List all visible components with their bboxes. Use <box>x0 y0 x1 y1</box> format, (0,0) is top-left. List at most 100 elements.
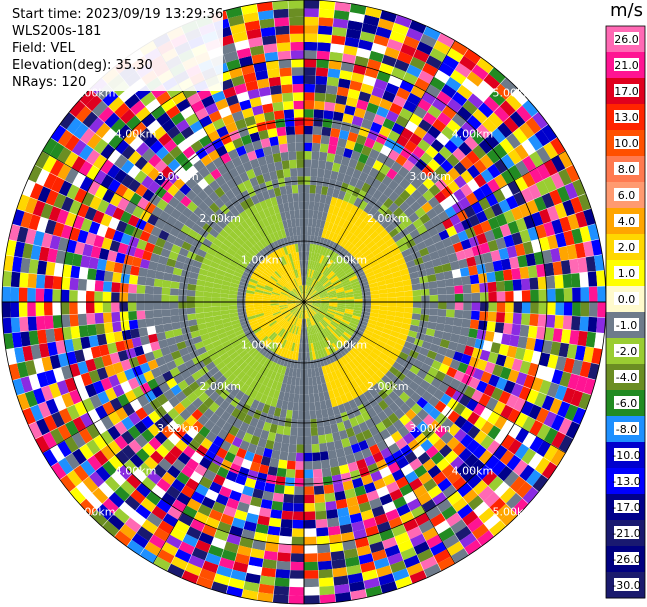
velocity-gate <box>274 577 290 587</box>
velocity-gate <box>445 309 455 318</box>
velocity-gate <box>374 513 389 526</box>
velocity-gate <box>245 292 255 297</box>
velocity-gate <box>473 159 487 174</box>
velocity-gate <box>124 93 140 109</box>
velocity-gate <box>333 330 342 338</box>
velocity-gate <box>312 303 321 307</box>
velocity-gate <box>423 26 441 41</box>
velocity-gate <box>393 342 404 352</box>
velocity-gate <box>597 302 606 318</box>
velocity-gate <box>128 150 142 165</box>
velocity-gate <box>189 245 200 255</box>
velocity-gate <box>86 439 101 455</box>
velocity-gate <box>37 260 48 275</box>
velocity-gate <box>286 236 292 246</box>
velocity-gate <box>500 77 518 95</box>
velocity-gate <box>384 137 396 150</box>
velocity-gate <box>221 256 232 264</box>
velocity-gate <box>275 569 290 579</box>
velocity-gate <box>178 247 189 257</box>
velocity-gate <box>366 102 379 114</box>
velocity-gate <box>233 343 243 352</box>
velocity-gate <box>317 245 323 255</box>
velocity-gate <box>88 335 99 348</box>
velocity-gate <box>435 272 445 281</box>
velocity-gate <box>127 165 141 179</box>
velocity-gate <box>453 188 466 202</box>
velocity-gate <box>419 213 431 225</box>
velocity-gate <box>273 110 285 120</box>
velocity-gate <box>312 460 322 470</box>
velocity-gate <box>560 260 571 275</box>
velocity-gate <box>518 203 531 218</box>
velocity-gate <box>478 273 488 284</box>
velocity-gate <box>225 470 238 483</box>
velocity-gate <box>259 345 267 355</box>
velocity-gate <box>510 476 526 493</box>
velocity-gate <box>452 241 464 253</box>
velocity-gate <box>288 595 304 604</box>
velocity-gate <box>221 42 237 55</box>
velocity-gate <box>258 182 268 193</box>
velocity-gate <box>86 279 96 291</box>
velocity-gate <box>487 239 499 252</box>
velocity-gate <box>585 331 596 348</box>
velocity-gate <box>440 431 454 445</box>
velocity-gate <box>317 331 323 341</box>
velocity-gate <box>376 340 387 348</box>
velocity-gate <box>339 523 353 534</box>
velocity-gate <box>260 499 273 510</box>
velocity-gate <box>32 200 46 217</box>
velocity-gate <box>127 293 137 302</box>
velocity-gate <box>62 326 72 341</box>
velocity-gate <box>265 119 277 130</box>
velocity-gate <box>246 28 262 40</box>
velocity-gate <box>569 258 580 274</box>
velocity-gate <box>72 337 83 351</box>
velocity-gate <box>393 275 403 283</box>
velocity-gate <box>245 80 259 92</box>
velocity-gate <box>412 375 424 386</box>
velocity-gate <box>521 172 536 188</box>
velocity-gate <box>295 302 304 305</box>
velocity-gate <box>203 449 216 462</box>
velocity-gate <box>182 386 194 397</box>
velocity-gate <box>346 409 356 420</box>
velocity-gate <box>503 356 515 370</box>
velocity-gate <box>52 302 62 316</box>
velocity-gate <box>16 361 29 378</box>
velocity-gate <box>259 321 268 328</box>
velocity-gate <box>343 401 352 412</box>
velocity-gate <box>287 282 294 290</box>
velocity-gate <box>103 270 114 282</box>
velocity-gate <box>494 83 512 100</box>
velocity-gate <box>288 0 304 9</box>
velocity-gate <box>326 312 335 318</box>
velocity-gate <box>256 252 265 261</box>
velocity-gate <box>426 534 443 549</box>
velocity-gate <box>596 270 606 287</box>
velocity-gate <box>411 313 421 321</box>
velocity-gate <box>333 315 343 321</box>
velocity-gate <box>231 75 245 87</box>
velocity-gate <box>377 284 387 291</box>
velocity-gate <box>431 336 442 346</box>
velocity-gate <box>195 285 205 292</box>
velocity-gate <box>407 265 418 274</box>
velocity-gate <box>252 488 264 499</box>
velocity-gate <box>145 491 161 506</box>
velocity-gate <box>311 151 320 161</box>
velocity-gate <box>44 219 57 235</box>
velocity-gate <box>173 426 187 440</box>
velocity-gate <box>101 237 113 250</box>
velocity-gate <box>257 515 270 526</box>
velocity-gate <box>299 209 304 219</box>
velocity-gate <box>405 397 417 409</box>
velocity-gate <box>273 363 280 373</box>
velocity-gate <box>192 355 203 365</box>
velocity-gate <box>304 503 315 512</box>
velocity-gate <box>340 61 355 73</box>
velocity-gate <box>379 293 388 298</box>
velocity-gate <box>522 416 536 432</box>
velocity-gate <box>301 251 304 261</box>
